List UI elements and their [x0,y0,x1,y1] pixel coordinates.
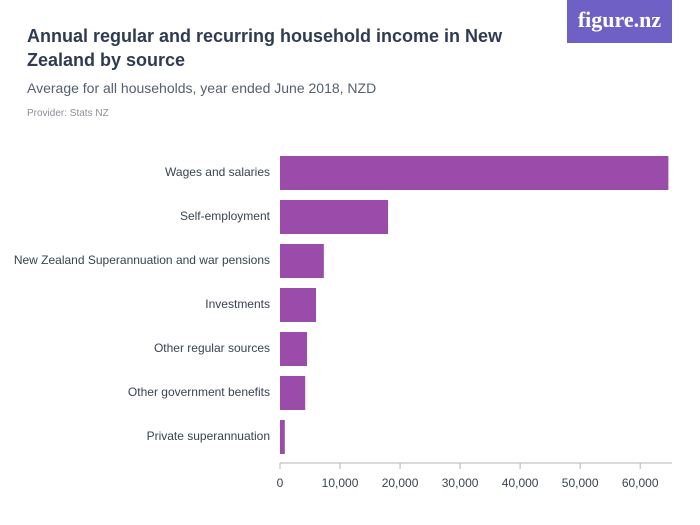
bar [280,420,285,454]
bar [280,288,317,322]
y-tick-label: Other government benefits [128,385,270,399]
bar [280,244,324,278]
y-tick-label: Wages and salaries [165,165,270,179]
x-tick-label: 10,000 [322,476,359,490]
x-tick-label: 50,000 [562,476,599,490]
provider: Provider: Stats NZ [27,108,109,119]
x-tick-label: 20,000 [382,476,419,490]
bar [280,156,669,190]
x-tick-label: 0 [277,476,284,490]
x-tick-label: 30,000 [442,476,479,490]
y-tick-label: Investments [205,297,270,311]
x-tick-label: 60,000 [622,476,659,490]
chart-title: Annual regular and recurring household i… [27,26,503,70]
y-tick-label: Private superannuation [147,429,270,443]
bar [280,332,308,366]
logo[interactable]: figure.nz [567,0,672,43]
chart-subtitle: Average for all households, year ended J… [27,80,377,96]
y-tick-label: Self-employment [180,209,271,223]
bar [280,200,389,234]
y-tick-label: Other regular sources [154,341,270,355]
y-tick-label: New Zealand Superannuation and war pensi… [14,253,270,267]
x-tick-label: 40,000 [502,476,539,490]
bar [280,376,306,410]
